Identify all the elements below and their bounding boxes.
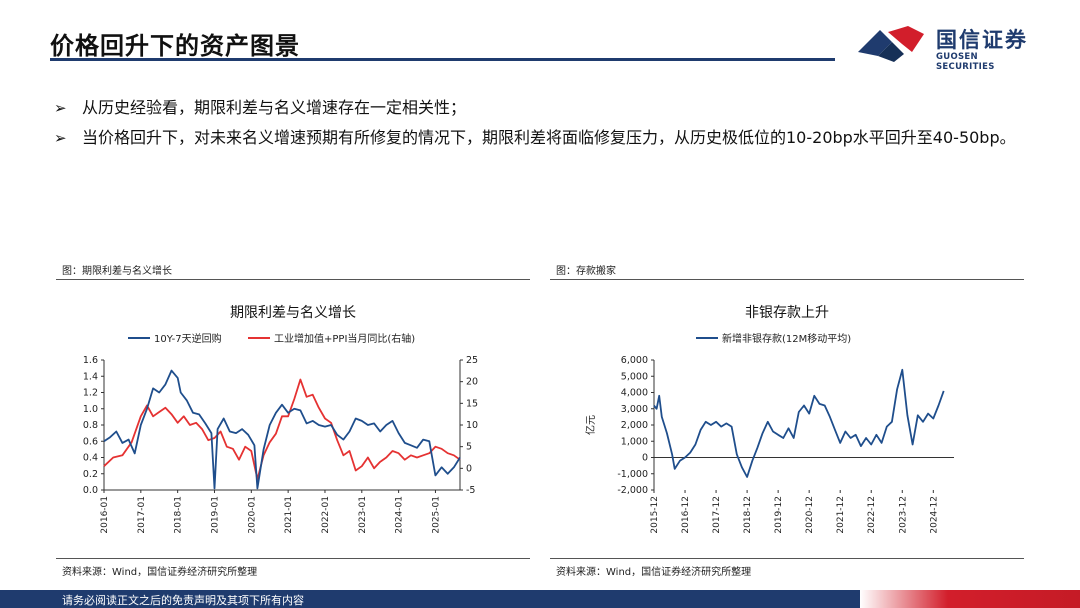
logo-en-text: GUOSEN SECURITIES	[936, 52, 995, 72]
y-tick-label: 1,000	[621, 436, 648, 447]
x-tick-label: 2020-01	[247, 496, 257, 534]
chart-panel-right: 图：存款搬家 非银存款上升新增非银存款(12M移动平均) -2,000 -1,000…	[550, 258, 1024, 580]
x-tick-label: 2017-12	[712, 496, 722, 534]
y-tick-label-right: 0	[466, 463, 472, 474]
y-tick-label: 4,000	[621, 388, 648, 399]
chart-panel-left: 图：期限利差与名义增长 期限利差与名义增长 10Y-7天逆回购 工业增加值+PPI当…	[56, 258, 530, 580]
x-tick-label: 2020-12	[805, 496, 815, 534]
y-tick-label: 3,000	[621, 404, 648, 415]
series-line-nonbank-deposits	[653, 368, 945, 478]
x-tick-label: 2022-01	[321, 496, 331, 534]
panel-bottom-rule	[56, 558, 530, 559]
bullet-item: ➢ 当价格回升下，对未来名义增速预期有所修复的情况下，期限利差将面临修复压力，从…	[54, 126, 1044, 150]
y-tick-label: 5,000	[621, 371, 648, 382]
x-tick-label: 2018-01	[174, 496, 184, 534]
y-tick-label-right: -5	[466, 485, 475, 496]
legend-label: 新增非银存款(12M移动平均)	[722, 332, 851, 345]
x-tick-label: 2024-01	[395, 496, 405, 534]
y-tick-label-right: 15	[466, 398, 478, 409]
y-tick-label: 0.8	[83, 420, 98, 431]
x-tick-label: 2018-12	[743, 496, 753, 534]
y-tick-label-right: 10	[466, 420, 478, 431]
disclaimer-text: 请务必阅读正文之后的免责声明及其项下所有内容	[62, 594, 304, 607]
figure-label: 图：存款搬家	[556, 266, 616, 277]
x-tick-label: 2024-12	[929, 496, 939, 534]
y-tick-label: 0.6	[83, 436, 98, 447]
legend-label: 工业增加值+PPI当月同比(右轴)	[274, 332, 415, 345]
bullet-text: 从历史经验看，期限利差与名义增速存在一定相关性；	[82, 98, 467, 117]
x-tick-label: 2023-12	[898, 496, 908, 534]
y-tick-label: 0.0	[83, 485, 98, 496]
source-note: 资料来源：Wind，国信证券经济研究所整理	[62, 567, 258, 578]
y-tick-label-right: 5	[466, 442, 472, 453]
arrow-bullet-icon: ➢	[54, 129, 67, 147]
x-tick-label: 2016-01	[100, 496, 110, 534]
y-tick-label-right: 25	[466, 355, 478, 366]
x-tick-label: 2019-12	[774, 496, 784, 534]
x-tick-label: 2022-12	[867, 496, 877, 534]
y-tick-label: 1.2	[83, 388, 98, 399]
bullet-text: 当价格回升下，对未来名义增速预期有所修复的情况下，期限利差将面临修复压力，从历史…	[82, 128, 1016, 147]
panel-top-rule	[56, 279, 530, 280]
y-axis-label: 亿元	[584, 415, 597, 435]
arrow-bullet-icon: ➢	[54, 99, 67, 117]
x-tick-label: 2021-12	[836, 496, 846, 534]
x-tick-label: 2017-01	[137, 496, 147, 534]
y-tick-label: -2,000	[617, 485, 648, 496]
bullet-item: ➢ 从历史经验看，期限利差与名义增速存在一定相关性；	[54, 96, 1044, 120]
chart-title: 期限利差与名义增长	[230, 305, 356, 321]
y-tick-label: 1.0	[83, 404, 98, 415]
x-tick-label: 2023-01	[358, 496, 368, 534]
panel-top-rule	[550, 279, 1024, 280]
x-tick-label: 2015-12	[650, 496, 660, 534]
y-tick-label: 0	[642, 453, 648, 464]
panel-bottom-rule	[550, 558, 1024, 559]
legend-label: 10Y-7天逆回购	[154, 332, 222, 345]
series-line-term-spread	[103, 369, 461, 490]
x-tick-label: 2019-01	[210, 496, 220, 534]
company-logo: 国信证券 GUOSEN SECURITIES	[858, 22, 1038, 72]
spread-vs-nominal-growth-chart: 期限利差与名义增长 10Y-7天逆回购 工业增加值+PPI当月同比(右轴) 0.0 0.…	[83, 305, 478, 534]
title-underline	[50, 58, 835, 61]
footer-blue-band	[0, 590, 900, 608]
x-tick-label: 2016-12	[681, 496, 691, 534]
y-tick-label-right: 20	[466, 377, 478, 388]
page-title: 价格回升下的资产图景	[50, 32, 300, 60]
logo-cn-text: 国信证券	[936, 28, 1028, 52]
footer-bar: 请务必阅读正文之后的免责声明及其项下所有内容	[0, 590, 1080, 608]
series-line-industrial-ppi	[103, 378, 461, 481]
x-tick-label: 2025-01	[431, 496, 441, 534]
y-tick-label: 0.4	[83, 453, 98, 464]
y-tick-label: 1.4	[83, 371, 98, 382]
y-tick-label: 0.2	[83, 469, 98, 480]
footer-red-band	[860, 590, 1080, 608]
y-tick-label: 2,000	[621, 420, 648, 431]
y-tick-label: 1.6	[83, 355, 98, 366]
x-tick-label: 2021-01	[284, 496, 294, 534]
figure-label: 图：期限利差与名义增长	[62, 266, 172, 277]
source-note: 资料来源：Wind，国信证券经济研究所整理	[556, 567, 752, 578]
y-tick-label: 6,000	[621, 355, 648, 366]
logo-mark-icon	[858, 26, 924, 62]
y-tick-label: -1,000	[617, 469, 648, 480]
chart-title: 非银存款上升	[745, 305, 829, 321]
bullet-list: ➢ 从历史经验看，期限利差与名义增速存在一定相关性； ➢ 当价格回升下，对未来名…	[54, 96, 1044, 156]
